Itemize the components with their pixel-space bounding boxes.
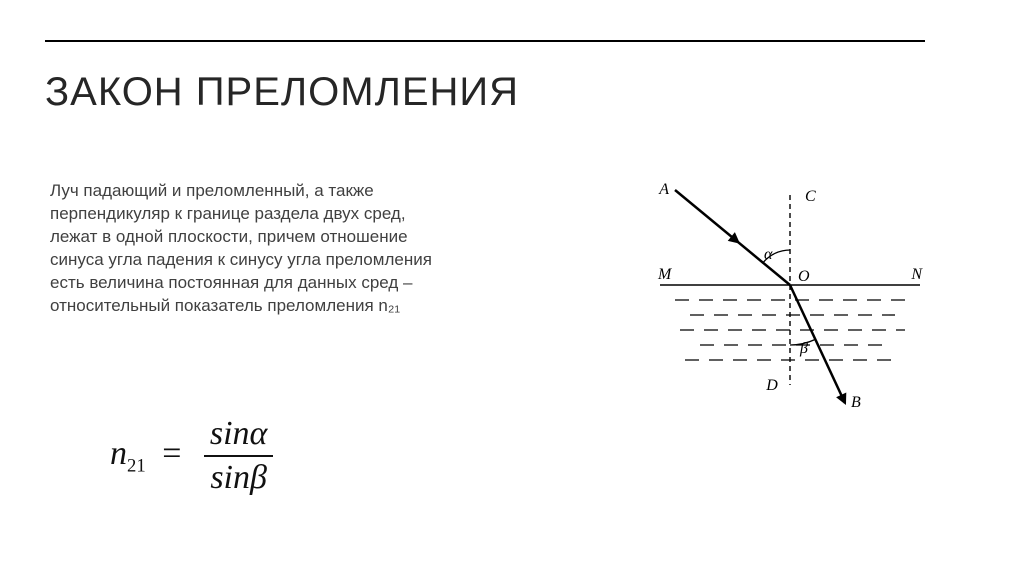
svg-text:O: O <box>798 268 810 285</box>
svg-text:M: M <box>657 266 673 283</box>
svg-text:β: β <box>799 340 808 357</box>
svg-text:A: A <box>658 181 669 198</box>
formula-equals: = <box>162 435 181 472</box>
formula-numerator: sinα <box>204 415 274 457</box>
svg-text:N: N <box>910 266 923 283</box>
slide-title: ЗАКОН ПРЕЛОМЛЕНИЯ <box>45 70 519 115</box>
formula-lhs-subscript: 21 <box>127 456 146 477</box>
refraction-diagram: A C M N O D Bα β <box>640 175 940 415</box>
accent-line <box>45 40 925 42</box>
body-text: Луч падающий и преломленный, а также пер… <box>50 180 450 318</box>
svg-text:D: D <box>765 377 778 394</box>
formula-denominator: sinβ <box>204 457 274 497</box>
formula: n21 = sinα sinβ <box>110 415 273 497</box>
formula-lhs-symbol: n <box>110 435 127 472</box>
svg-text:B: B <box>851 394 861 411</box>
svg-text:α: α <box>764 246 773 263</box>
svg-text:C: C <box>805 188 816 205</box>
